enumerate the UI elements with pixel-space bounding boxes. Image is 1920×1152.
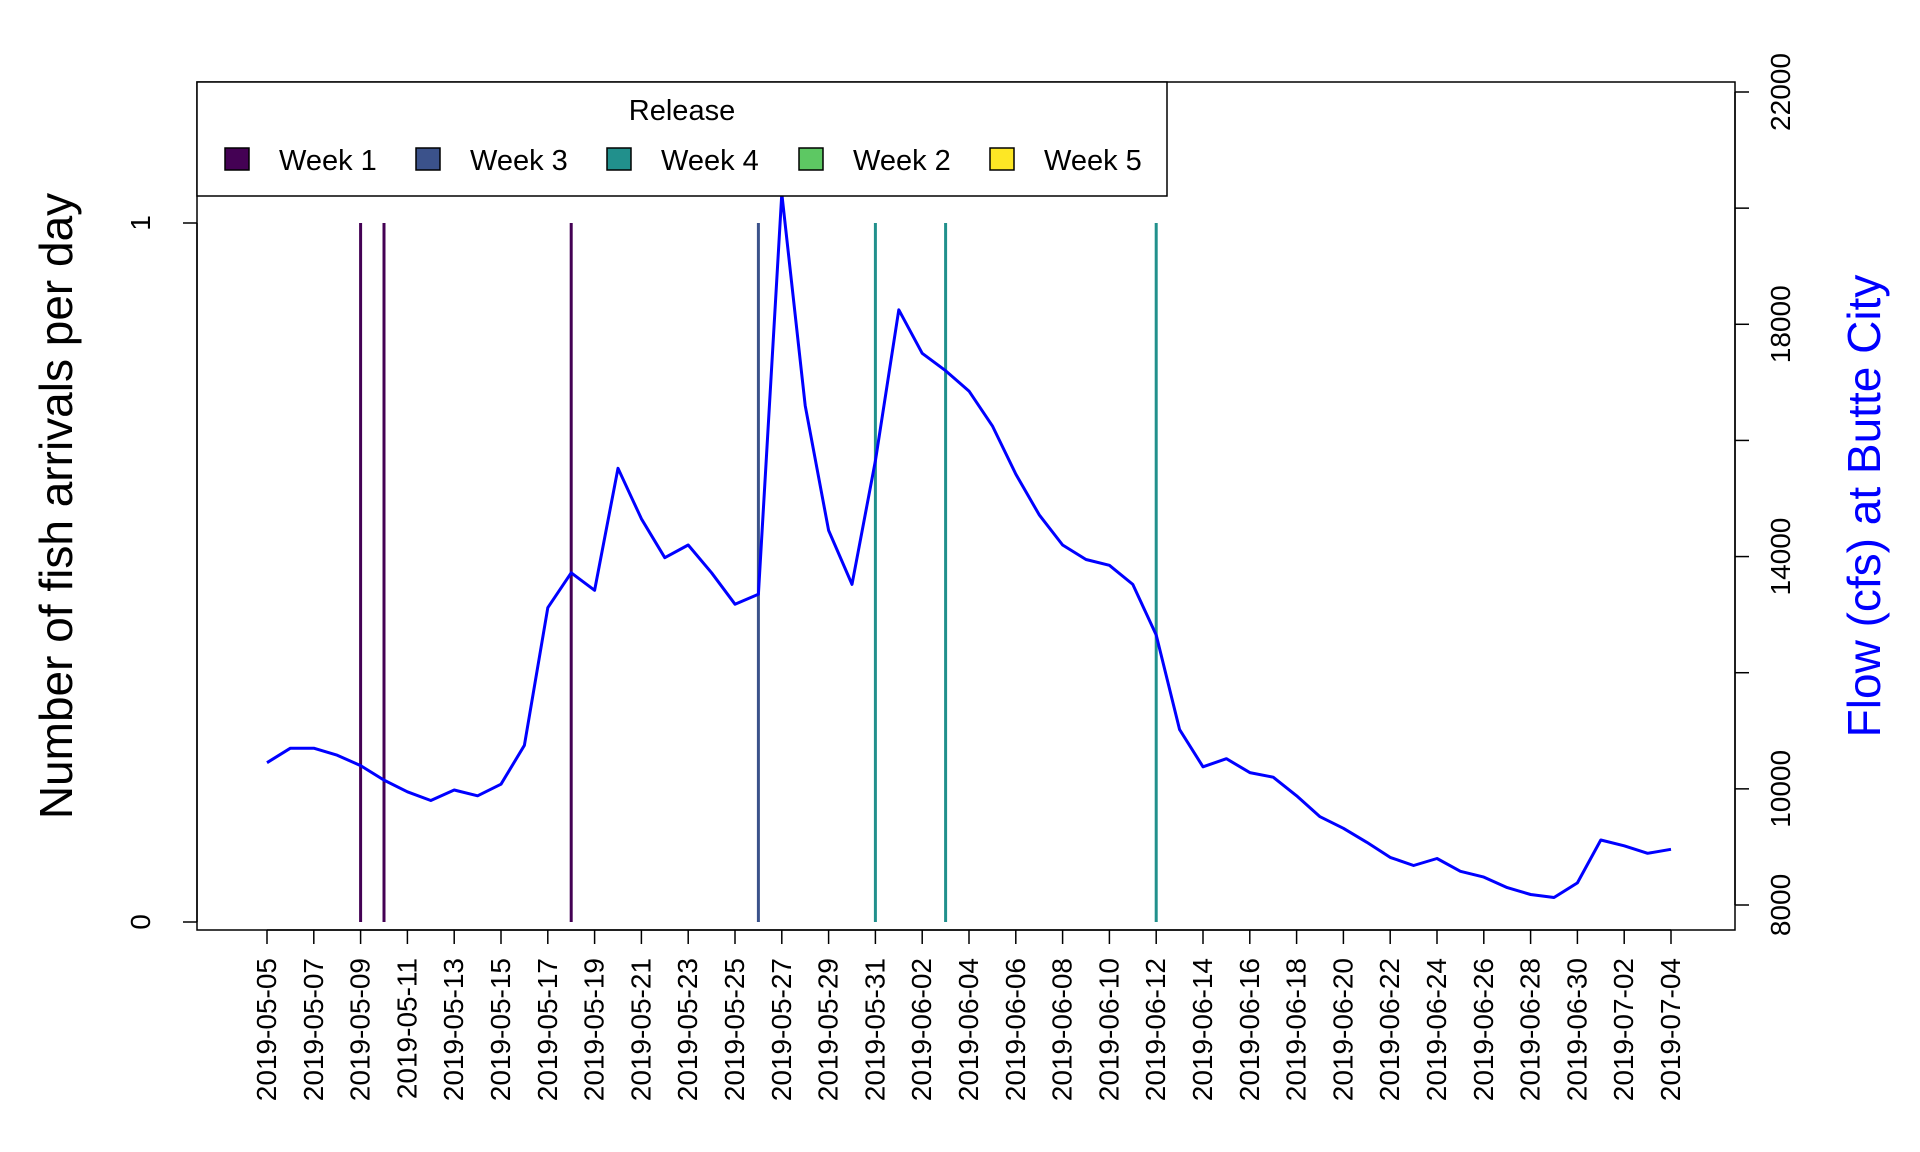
legend-label: Week 4 xyxy=(661,145,759,177)
legend-swatch xyxy=(224,147,250,171)
legend-entry-1: Week 3 xyxy=(415,145,568,177)
legend-entry-3: Week 2 xyxy=(798,145,951,177)
x-tick-label-24: 2019-06-22 xyxy=(1374,958,1405,1101)
legend-swatch xyxy=(989,147,1015,171)
x-tick-label-28: 2019-06-30 xyxy=(1561,958,1592,1101)
x-tick-label-22: 2019-06-18 xyxy=(1281,958,1312,1101)
legend-box xyxy=(196,81,1168,197)
x-tick-label-19: 2019-06-12 xyxy=(1140,958,1171,1101)
legend-swatch xyxy=(415,147,441,171)
x-tick-label-9: 2019-05-23 xyxy=(672,958,703,1101)
x-tick-label-13: 2019-05-31 xyxy=(859,958,890,1101)
x-tick-label-0: 2019-05-05 xyxy=(251,958,282,1101)
y2-tick-label-2: 14000 xyxy=(1765,518,1796,596)
x-tick-label-25: 2019-06-24 xyxy=(1421,958,1452,1101)
x-tick-label-4: 2019-05-13 xyxy=(438,958,469,1101)
x-tick-label-10: 2019-05-25 xyxy=(719,958,750,1101)
x-tick-label-7: 2019-05-19 xyxy=(579,958,610,1101)
x-tick-label-15: 2019-06-04 xyxy=(953,958,984,1101)
x-tick-label-16: 2019-06-06 xyxy=(1000,958,1031,1101)
x-tick-label-27: 2019-06-28 xyxy=(1515,958,1546,1101)
legend-label: Week 3 xyxy=(470,145,568,177)
legend-swatch xyxy=(798,147,824,171)
legend-entries: Week 1 Week 3 Week 4 Week 2 Week 5 xyxy=(224,145,1142,177)
left-axis: 01 xyxy=(125,215,198,930)
legend-label: Week 5 xyxy=(1044,145,1142,177)
x-tick-label-1: 2019-05-07 xyxy=(298,958,329,1101)
x-tick-label-26: 2019-06-26 xyxy=(1468,958,1499,1101)
y2-axis-title: Flow (cfs) at Butte City xyxy=(1838,275,1890,738)
y2-tick-label-1: 10000 xyxy=(1765,750,1796,828)
x-tick-label-18: 2019-06-10 xyxy=(1093,958,1124,1101)
x-tick-label-14: 2019-06-02 xyxy=(906,958,937,1101)
x-tick-label-20: 2019-06-14 xyxy=(1187,958,1218,1101)
flow-line xyxy=(266,192,1672,899)
x-tick-label-21: 2019-06-16 xyxy=(1234,958,1265,1101)
legend-entry-4: Week 5 xyxy=(989,145,1142,177)
x-tick-label-11: 2019-05-27 xyxy=(766,958,797,1101)
y2-tick-label-3: 18000 xyxy=(1765,285,1796,363)
x-tick-label-29: 2019-07-02 xyxy=(1608,958,1639,1101)
right-axis: 8000 10000 14000 18000 22000 xyxy=(1734,53,1796,936)
x-tick-label-17: 2019-06-08 xyxy=(1047,958,1078,1101)
x-axis: 2019-05-05 2019-05-07 2019-05-09 2019-05-11… xyxy=(251,929,1686,1101)
x-tick-label-30: 2019-07-04 xyxy=(1655,958,1686,1101)
legend-title: Release xyxy=(629,95,735,127)
y-axis-title: Number of fish arrivals per day xyxy=(30,193,82,819)
legend-label: Week 1 xyxy=(279,145,377,177)
plot-frame xyxy=(196,81,1736,931)
legend-entry-2: Week 4 xyxy=(606,145,759,177)
legend-entry-0: Week 1 xyxy=(224,145,377,177)
x-tick-label-6: 2019-05-17 xyxy=(532,958,563,1101)
y2-tick-label-0: 8000 xyxy=(1765,874,1796,936)
x-tick-label-12: 2019-05-29 xyxy=(813,958,844,1101)
legend-swatch xyxy=(606,147,632,171)
y-tick-label-1: 1 xyxy=(125,215,156,231)
y2-tick-label-4: 22000 xyxy=(1765,53,1796,131)
x-tick-label-3: 2019-05-11 xyxy=(391,958,422,1099)
legend-label: Week 2 xyxy=(853,145,951,177)
x-tick-label-2: 2019-05-09 xyxy=(345,958,376,1101)
y-tick-label-0: 0 xyxy=(125,914,156,930)
legend: Release Week 1 Week 3 Week 4 Week 2 Week 5 xyxy=(196,81,1168,197)
x-tick-label-23: 2019-06-20 xyxy=(1327,958,1358,1101)
x-tick-label-8: 2019-05-21 xyxy=(625,958,656,1101)
x-tick-label-5: 2019-05-15 xyxy=(485,958,516,1101)
